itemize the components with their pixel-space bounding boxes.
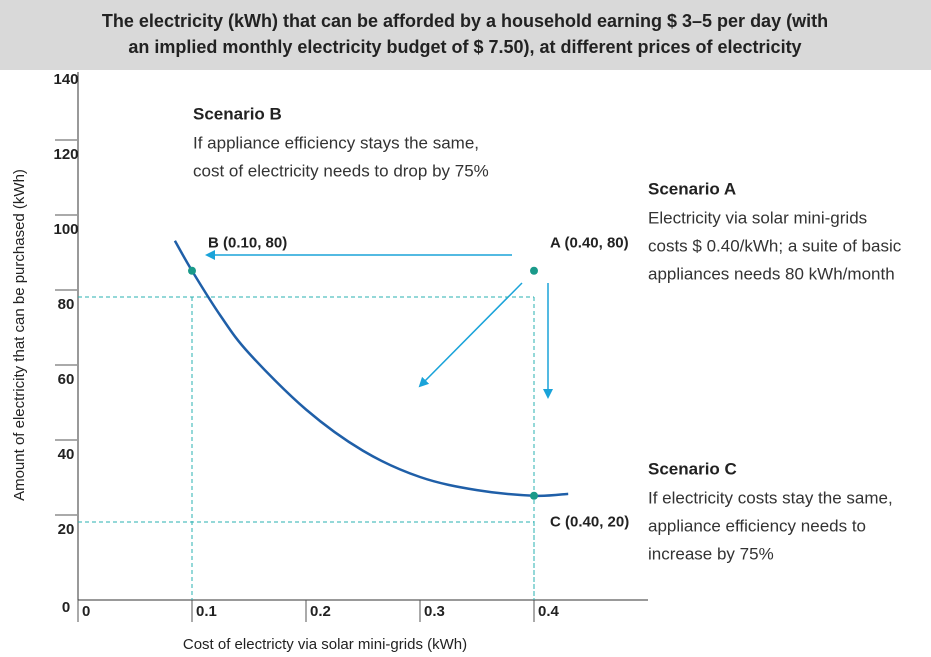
y-tick-label: 80 [58,296,75,313]
point [530,491,538,500]
annotation-title: Scenario A [648,179,736,198]
y-tick-label: 40 [58,446,75,463]
annotation-text: appliances needs 80 kWh/month [648,264,895,283]
x-tick-label: 0.1 [196,603,217,620]
curve [173,240,569,498]
annotation-text: If electricity costs stay the same, [648,488,893,507]
annotation-text: Electricity via solar mini-grids [648,208,867,227]
point [188,266,196,275]
y-tick-label: 20 [58,521,75,538]
point [530,266,538,275]
y-tick-label: 100 [53,221,78,238]
annotation-text: costs $ 0.40/kWh; a suite of basic [648,236,902,255]
annotation-text: increase by 75% [648,544,774,563]
x-tick-label: 0 [82,603,90,620]
point-label: C (0.40, 20) [550,514,629,531]
y-tick-label: 140 [53,71,78,88]
annotation-text: cost of electricity needs to drop by 75% [193,161,489,180]
x-tick-label: 0.4 [538,603,560,620]
x-tick-label: 0.3 [424,603,445,620]
x-tick-label: 0.2 [310,603,331,620]
point-label: A (0.40, 80) [550,235,629,252]
annotation-text: appliance efficiency needs to [648,516,866,535]
x-axis-label: Cost of electricty via solar mini-grids … [183,636,467,653]
point-label: B (0.10, 80) [208,235,287,252]
y-tick-label: 120 [53,146,78,163]
y-tick-label: 0 [62,599,70,616]
y-tick-label: 60 [58,371,75,388]
chart-title: The electricity (kWh) that can be afford… [102,11,828,31]
arrow [418,282,523,388]
title-bar [0,0,931,70]
annotation-text: If appliance efficiency stays the same, [193,133,479,152]
y-axis-label: Amount of electricity that can be purcha… [11,169,28,501]
annotation-title: Scenario C [648,459,737,478]
annotation-title: Scenario B [193,104,282,123]
chart-title: an implied monthly electricity budget of… [128,37,801,57]
